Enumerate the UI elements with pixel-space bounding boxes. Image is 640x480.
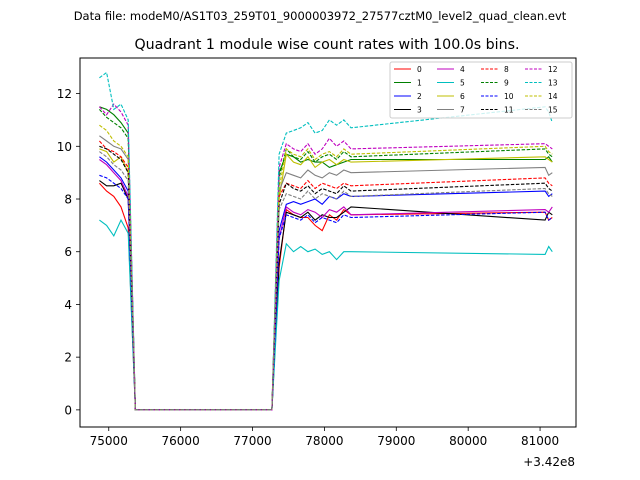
legend-label-11: 11 — [504, 106, 514, 115]
legend-box — [389, 61, 573, 119]
x-tick-label: 80000 — [449, 434, 487, 448]
y-tick-label: 10 — [57, 140, 72, 154]
chart-title: Quadrant 1 module wise count rates with … — [134, 37, 519, 53]
x-tick-label: 77000 — [233, 434, 271, 448]
legend-label-2: 2 — [417, 92, 422, 101]
legend-label-3: 3 — [417, 106, 422, 115]
legend-label-9: 9 — [504, 79, 509, 88]
x-tick-label: 78000 — [305, 434, 343, 448]
plot-frame — [79, 57, 577, 428]
series-line-15 — [99, 151, 553, 411]
y-tick-label: 2 — [64, 351, 72, 365]
series-line-14 — [99, 124, 553, 411]
x-tick-label: 79000 — [377, 434, 415, 448]
legend-label-5: 5 — [460, 79, 465, 88]
legend-label-8: 8 — [504, 65, 509, 74]
y-tick-label: 0 — [64, 403, 72, 417]
figure-suptitle: Data file: modeM0/AS1T03_259T01_90000039… — [74, 9, 567, 23]
legend-label-1: 1 — [417, 79, 422, 88]
legend-label-4: 4 — [460, 65, 465, 74]
y-axis: 0 2 4 6 8 10 12 — [57, 87, 80, 417]
x-tick-label: 81000 — [521, 434, 559, 448]
y-tick-label: 8 — [64, 193, 72, 207]
legend-label-6: 6 — [460, 92, 465, 101]
legend-label-13: 13 — [548, 79, 558, 88]
x-tick-label: 75000 — [90, 434, 128, 448]
legend-label-12: 12 — [548, 65, 558, 74]
legend-label-0: 0 — [417, 65, 422, 74]
legend-label-14: 14 — [548, 92, 558, 101]
legend-label-15: 15 — [548, 106, 558, 115]
x-axis: 75000 76000 77000 78000 79000 80000 81000 — [90, 427, 559, 448]
series-layer — [98, 71, 553, 411]
y-tick-label: 6 — [64, 245, 72, 259]
y-tick-label: 12 — [57, 87, 72, 101]
x-offset-label: +3.42e8 — [523, 455, 575, 469]
x-tick-label: 76000 — [162, 434, 200, 448]
y-tick-label: 4 — [64, 298, 72, 312]
legend-label-7: 7 — [460, 106, 465, 115]
legend-label-10: 10 — [504, 92, 514, 101]
